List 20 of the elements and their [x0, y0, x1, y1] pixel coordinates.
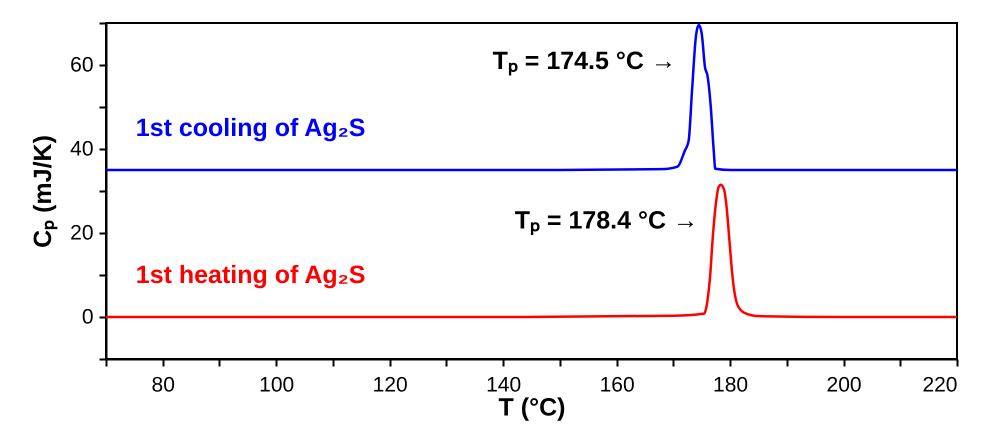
x-tick-label: 220 — [922, 374, 958, 396]
y-tick-label: 0 — [82, 306, 94, 328]
x-axis-title: T (°C) — [498, 394, 566, 422]
x-tick-label: 200 — [826, 374, 862, 396]
line-series — [106, 183, 957, 318]
x-tick-label: 80 — [152, 374, 175, 396]
y-tick-label: 20 — [70, 222, 94, 244]
y-axis-title: Cₚ (mJ/K) — [29, 135, 58, 248]
x-tick-label: 180 — [713, 374, 748, 396]
x-tick-label: 160 — [600, 374, 635, 396]
x-tick-label: 140 — [486, 374, 522, 396]
series-label: 1st cooling of Ag₂S — [136, 114, 366, 142]
x-tick-label: 100 — [259, 374, 294, 396]
annotation: Tₚ = 174.5 °C → — [492, 47, 676, 76]
annotation: Tₚ = 178.4 °C → — [514, 206, 698, 236]
y-tick-label: 60 — [70, 54, 94, 76]
y-tick-label: 40 — [70, 138, 94, 160]
series-label: 1st heating of Ag₂S — [136, 261, 366, 289]
x-tick-label: 120 — [372, 374, 408, 396]
line-series — [106, 24, 957, 172]
